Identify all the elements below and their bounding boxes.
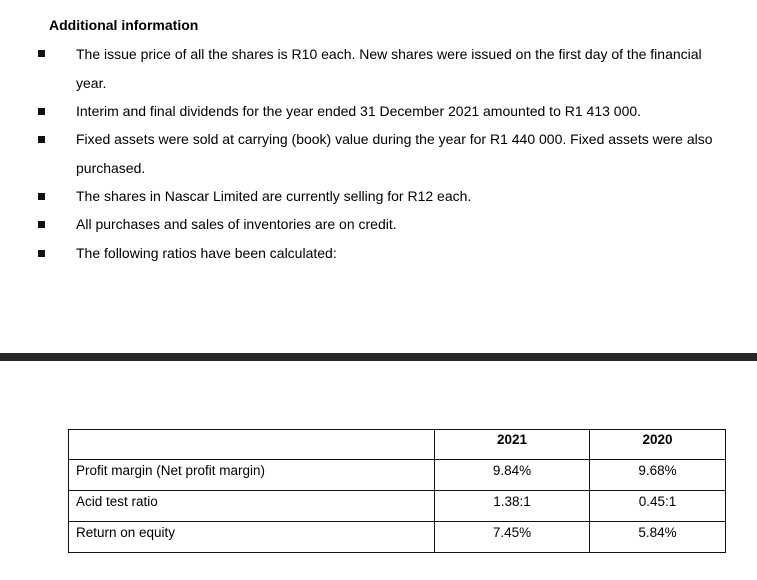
table-row: Acid test ratio 1.38:1 0.45:1 bbox=[68, 490, 726, 522]
header-cell-blank bbox=[68, 429, 435, 460]
bullet-text-continued: purchased. bbox=[76, 160, 146, 176]
ratio-value-2021: 9.84% bbox=[434, 459, 590, 491]
ratio-label: Profit margin (Net profit margin) bbox=[68, 459, 435, 491]
bullet-square-icon bbox=[38, 50, 45, 57]
ratio-label: Return on equity bbox=[68, 521, 435, 553]
bullet-text: All purchases and sales of inventories a… bbox=[76, 216, 397, 232]
bullet-square-icon bbox=[38, 136, 45, 143]
bullet-square-icon bbox=[38, 108, 45, 115]
table-header-row: 2021 2020 bbox=[68, 429, 726, 460]
bullet-text: Interim and final dividends for the year… bbox=[76, 103, 642, 119]
table-row: Profit margin (Net profit margin) 9.84% … bbox=[68, 459, 726, 491]
bullet-text: The issue price of all the shares is R10… bbox=[76, 46, 702, 62]
ratio-value-2020: 9.68% bbox=[589, 459, 726, 491]
bullet-square-icon bbox=[38, 193, 45, 200]
ratio-value-2020: 0.45:1 bbox=[589, 490, 726, 522]
header-cell-2020: 2020 bbox=[589, 429, 726, 460]
ratio-value-2021: 7.45% bbox=[434, 521, 590, 553]
ratios-table: 2021 2020 Profit margin (Net profit marg… bbox=[68, 429, 726, 553]
header-cell-2021: 2021 bbox=[434, 429, 590, 460]
bullet-text: Fixed assets were sold at carrying (book… bbox=[76, 131, 713, 147]
table-row: Return on equity 7.45% 5.84% bbox=[68, 521, 726, 553]
section-heading: Additional information bbox=[49, 17, 199, 33]
ratio-value-2021: 1.38:1 bbox=[434, 490, 590, 522]
bullet-square-icon bbox=[38, 250, 45, 257]
bullet-text: The shares in Nascar Limited are current… bbox=[76, 188, 472, 204]
bullet-text: The following ratios have been calculate… bbox=[76, 245, 337, 261]
bullet-text-continued: year. bbox=[76, 75, 107, 91]
ratio-value-2020: 5.84% bbox=[589, 521, 726, 553]
ratio-label: Acid test ratio bbox=[68, 490, 435, 522]
page-divider bbox=[0, 353, 757, 361]
bullet-square-icon bbox=[38, 221, 45, 228]
